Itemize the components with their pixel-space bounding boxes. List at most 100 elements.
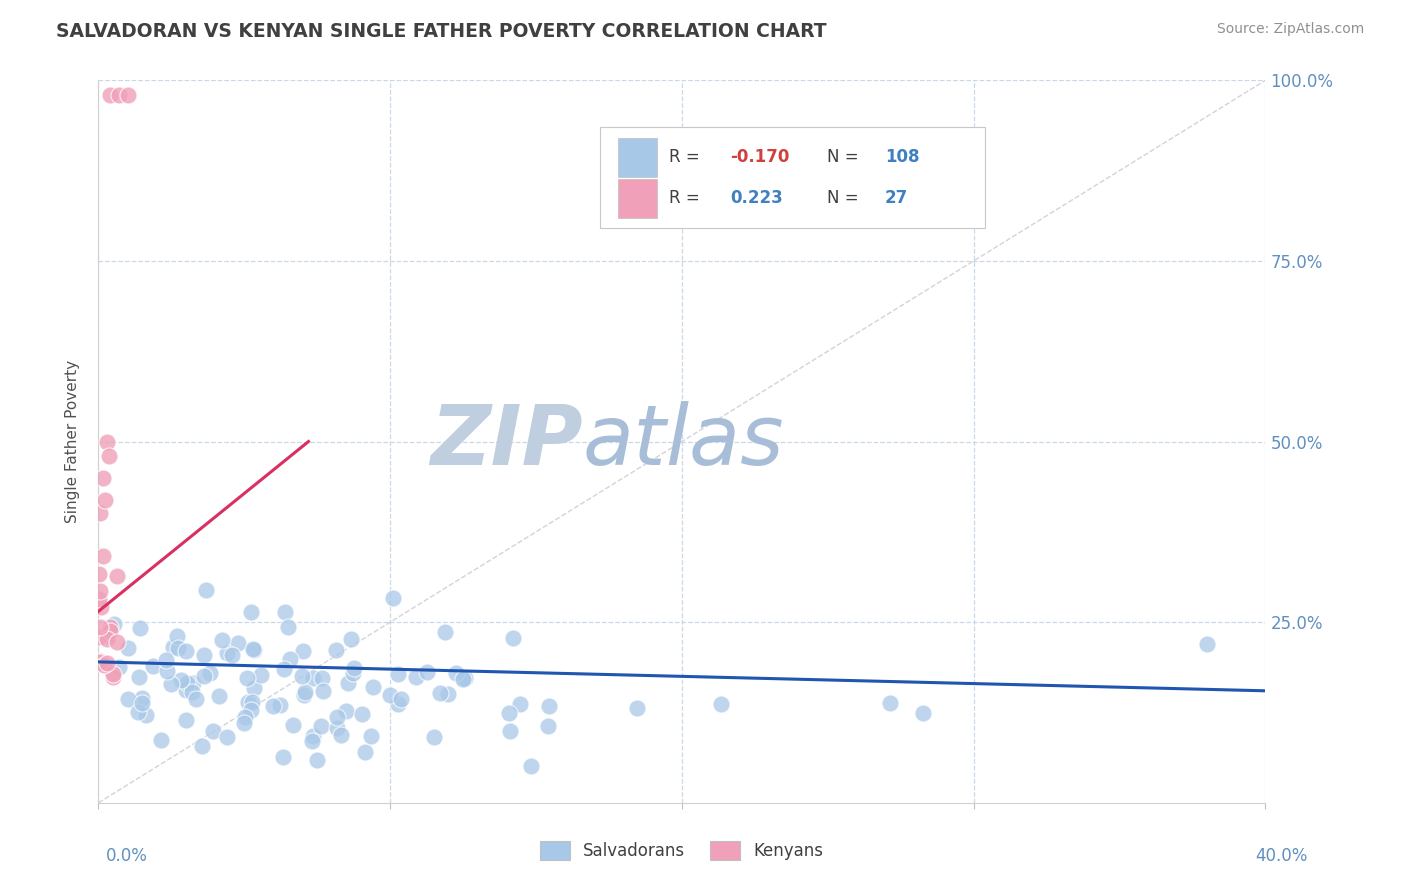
Point (195, 582, 218, 597)
Point (240, 703, 263, 717)
Point (98, 450, 121, 464)
Point (343, 661, 366, 675)
Point (312, 684, 335, 698)
Point (498, 706, 520, 721)
Point (97, 629, 120, 643)
Text: 40.0%: 40.0% (1256, 847, 1308, 865)
Point (226, 635, 249, 649)
Point (128, 670, 150, 684)
Point (879, 696, 901, 710)
Point (233, 716, 256, 731)
Point (326, 721, 349, 735)
Text: 27: 27 (884, 189, 908, 208)
Point (135, 707, 157, 722)
Point (269, 698, 291, 712)
Point (166, 640, 188, 655)
Point (174, 644, 197, 658)
Point (96, 435, 118, 450)
Point (405, 670, 427, 684)
Point (87, 655, 110, 669)
Point (416, 665, 439, 680)
Point (215, 646, 238, 660)
Point (273, 662, 295, 676)
Point (105, 569, 128, 583)
Point (87, 566, 110, 581)
Point (129, 621, 152, 635)
Text: N =: N = (827, 189, 863, 208)
Point (451, 672, 474, 686)
Point (444, 665, 467, 680)
Point (90, 600, 112, 615)
Point (186, 692, 208, 706)
Point (94, 493, 117, 508)
Point (96, 656, 118, 670)
Point (520, 759, 543, 773)
Point (454, 671, 477, 685)
Y-axis label: Single Father Poverty: Single Father Poverty (65, 360, 80, 523)
Text: R =: R = (669, 189, 704, 208)
Point (162, 640, 184, 654)
Point (236, 671, 259, 685)
Point (389, 692, 412, 706)
Point (499, 724, 522, 739)
Point (340, 632, 363, 646)
Point (291, 644, 314, 658)
Point (166, 629, 188, 643)
Point (131, 691, 153, 706)
Point (335, 705, 357, 719)
Point (211, 632, 233, 647)
Point (200, 666, 222, 681)
Point (537, 719, 560, 733)
FancyBboxPatch shape (600, 128, 986, 228)
Point (91, 549, 114, 563)
Point (108, 87, 131, 102)
Text: 0.223: 0.223 (730, 189, 783, 208)
Point (215, 730, 238, 744)
Point (325, 643, 347, 657)
Point (243, 681, 266, 696)
Point (361, 680, 384, 694)
Point (325, 710, 347, 724)
Point (142, 659, 165, 673)
Point (96, 632, 118, 646)
Point (93, 658, 115, 673)
Point (292, 688, 315, 702)
Point (329, 728, 352, 742)
Text: R =: R = (669, 148, 704, 166)
FancyBboxPatch shape (617, 137, 658, 177)
Point (294, 685, 316, 699)
Point (301, 734, 323, 748)
Text: 0.0%: 0.0% (105, 847, 148, 865)
Point (262, 698, 284, 713)
Point (240, 695, 263, 709)
Point (235, 709, 257, 723)
Point (423, 730, 446, 744)
Point (291, 669, 314, 683)
Legend: Salvadorans, Kenyans: Salvadorans, Kenyans (533, 834, 831, 867)
Point (98, 620, 121, 634)
Point (381, 591, 404, 605)
Point (128, 705, 150, 719)
Point (174, 683, 197, 698)
Point (434, 625, 457, 640)
Point (271, 749, 294, 764)
Point (149, 732, 172, 747)
Point (242, 641, 264, 656)
Point (101, 669, 124, 683)
Text: atlas: atlas (582, 401, 785, 482)
Point (131, 696, 153, 710)
Point (311, 671, 333, 685)
Point (710, 698, 733, 712)
Point (342, 666, 364, 681)
Point (176, 676, 198, 690)
Point (98, 87, 121, 102)
Point (181, 676, 204, 690)
Point (538, 698, 561, 713)
Point (429, 686, 451, 700)
Point (181, 685, 204, 699)
Point (87, 631, 110, 645)
Point (176, 713, 198, 727)
Point (250, 668, 273, 682)
Point (193, 648, 215, 662)
Point (451, 673, 474, 687)
